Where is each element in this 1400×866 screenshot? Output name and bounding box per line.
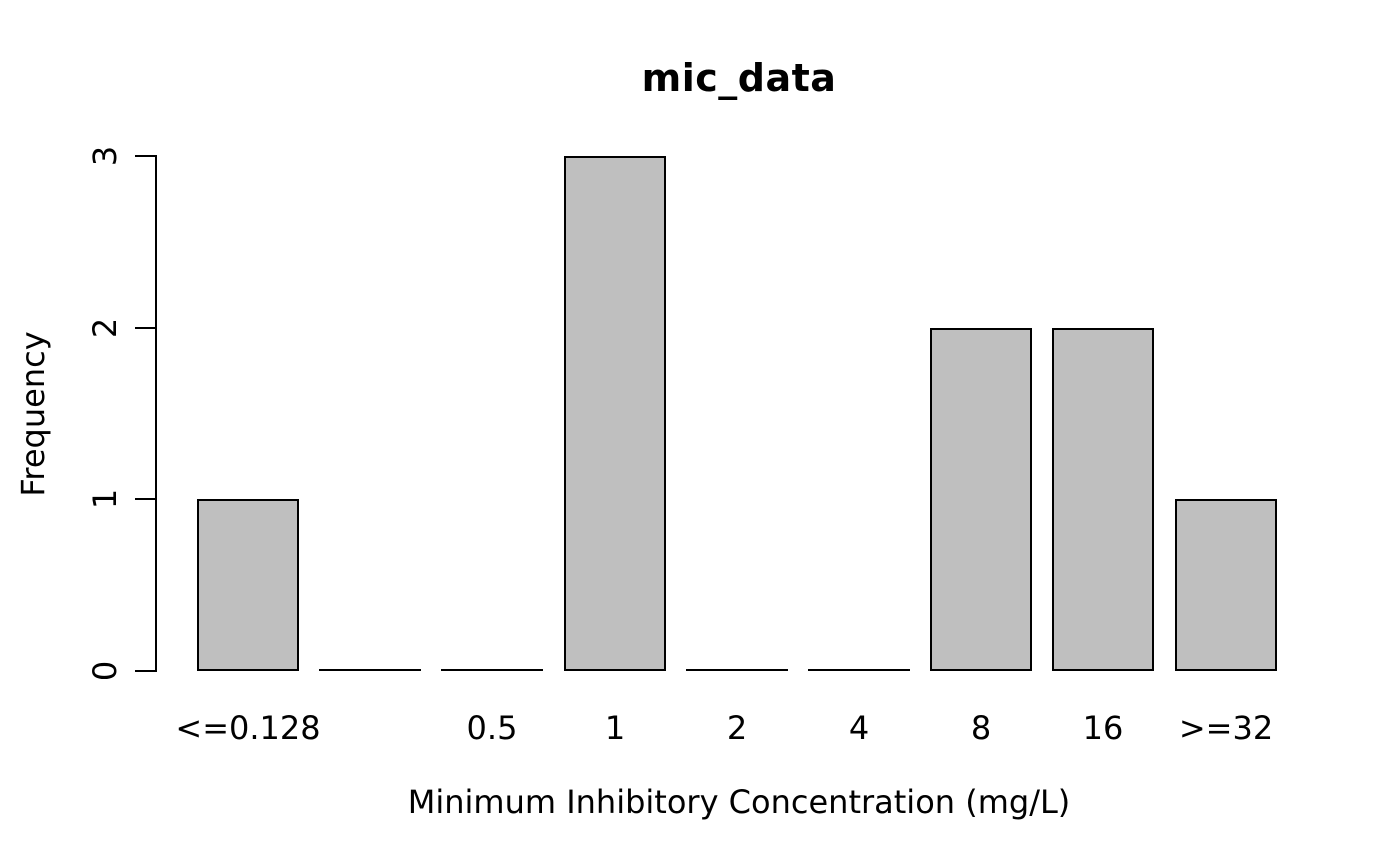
- x-tick-label: 8: [970, 709, 992, 747]
- chart-title: mic_data: [641, 56, 837, 100]
- x-axis-title: Minimum Inhibitory Concentration (mg/L): [407, 783, 1071, 821]
- x-tick-label: 2: [726, 709, 748, 747]
- y-tick-label: 2: [86, 317, 124, 339]
- y-tick-label: 0: [86, 660, 124, 682]
- y-tick: [135, 327, 155, 329]
- y-axis-title: Frequency: [14, 331, 52, 497]
- bar: [197, 499, 299, 671]
- y-tick: [135, 670, 155, 672]
- x-tick-label: 0.5: [466, 709, 518, 747]
- bar: [564, 156, 666, 671]
- x-tick-label: <=0.128: [175, 709, 321, 747]
- y-axis-line: [155, 155, 157, 672]
- zero-bar: [319, 669, 421, 671]
- bar: [1052, 328, 1154, 671]
- x-tick-label: >=32: [1178, 709, 1274, 747]
- x-tick-label: 4: [848, 709, 870, 747]
- x-tick-label: 1: [604, 709, 626, 747]
- zero-bar: [441, 669, 543, 671]
- x-tick-label: 16: [1082, 709, 1124, 747]
- y-tick: [135, 155, 155, 157]
- bar: [930, 328, 1032, 671]
- y-tick-label: 1: [86, 488, 124, 510]
- zero-bar: [808, 669, 910, 671]
- y-tick-label: 3: [86, 145, 124, 167]
- zero-bar: [686, 669, 788, 671]
- y-tick: [135, 498, 155, 500]
- bar: [1175, 499, 1277, 671]
